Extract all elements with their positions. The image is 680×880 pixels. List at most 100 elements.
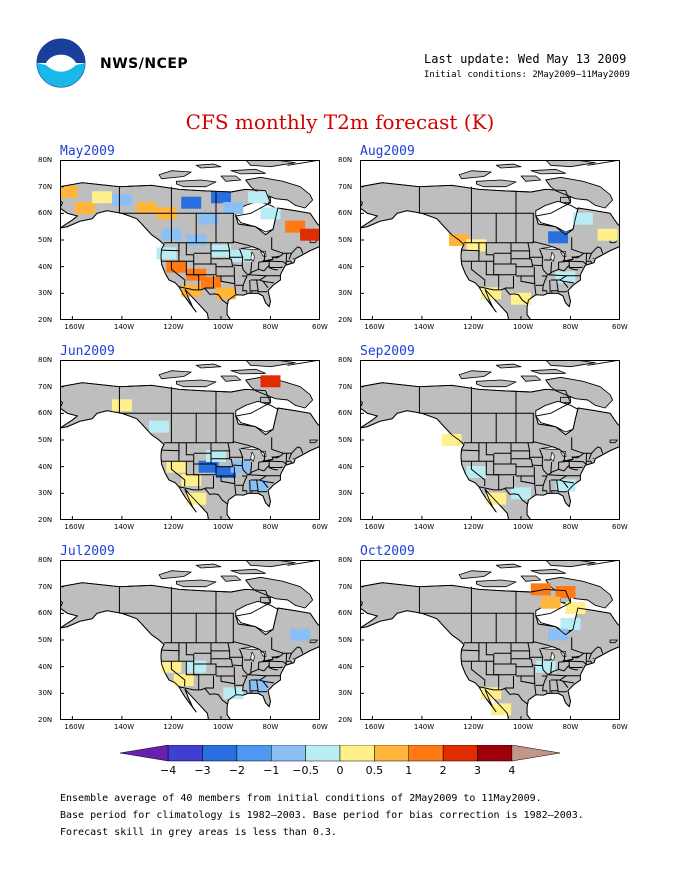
land-island	[495, 163, 522, 169]
anomaly-cell	[290, 628, 311, 641]
political-border	[527, 242, 531, 252]
political-border	[533, 466, 536, 484]
colorbar-swatch	[339, 745, 375, 762]
land-island	[220, 575, 242, 582]
coastline	[60, 382, 320, 520]
colorbar-swatch	[271, 745, 306, 762]
lat-label: 20N	[38, 516, 53, 524]
lon-label: 80W	[262, 723, 279, 731]
political-border	[511, 650, 531, 660]
political-border	[216, 258, 234, 268]
land-baffin	[545, 376, 614, 409]
anomaly-cell	[111, 194, 132, 206]
lat-label: 20N	[38, 716, 53, 724]
political-border	[571, 637, 584, 654]
colorbar-label: 2	[440, 764, 447, 777]
political-border	[586, 660, 593, 664]
political-border	[559, 679, 569, 689]
political-border	[539, 448, 544, 458]
political-border	[204, 476, 214, 489]
political-border	[249, 479, 251, 493]
political-border	[511, 450, 531, 460]
political-border	[547, 274, 581, 277]
political-border	[478, 286, 529, 305]
anomaly-cell	[223, 687, 244, 700]
political-border	[550, 675, 567, 681]
political-border	[559, 279, 569, 289]
political-border	[268, 467, 278, 471]
map-jul2009	[60, 560, 320, 720]
political-border	[588, 253, 592, 260]
lon-label: 100W	[512, 723, 534, 731]
political-border	[268, 267, 278, 271]
lat-label: 30N	[338, 489, 353, 498]
political-border	[250, 262, 260, 274]
political-border	[542, 275, 548, 293]
lat-label: 20N	[338, 316, 353, 324]
political-border	[464, 240, 604, 263]
great-lake	[250, 251, 255, 262]
political-border	[257, 690, 268, 693]
political-border	[516, 658, 534, 668]
political-border	[562, 280, 574, 284]
land-island	[520, 575, 542, 582]
political-border	[164, 240, 304, 263]
lat-label: 70N	[338, 582, 353, 591]
political-border	[549, 279, 551, 293]
lon-label: 80W	[562, 323, 579, 331]
political-border	[247, 274, 281, 277]
anomaly-cell	[60, 186, 78, 198]
land-island	[176, 179, 217, 188]
anomaly-cell	[548, 231, 569, 244]
land-island	[458, 170, 492, 180]
political-border	[251, 279, 259, 293]
lat-label: 50N	[338, 636, 353, 644]
political-border	[259, 679, 269, 689]
land-island	[176, 379, 217, 388]
political-border	[262, 480, 274, 484]
lat-label: 30N	[38, 489, 53, 498]
political-border	[251, 679, 259, 693]
coastline	[60, 582, 320, 720]
political-border	[262, 280, 274, 284]
lat-label: 40N	[38, 262, 53, 271]
lon-label: 120W	[163, 723, 184, 731]
political-border	[520, 676, 537, 695]
political-border	[220, 676, 237, 695]
lat-label: 60N	[338, 409, 353, 418]
map-sep2009	[360, 360, 620, 520]
political-border	[259, 279, 269, 289]
org-name: NWS/NCEP	[100, 56, 189, 72]
land-island	[158, 370, 192, 380]
anomaly-cell	[181, 474, 202, 486]
political-border	[542, 475, 548, 493]
colorbar-swatch	[477, 745, 513, 762]
political-border	[288, 453, 292, 460]
lon-label: 160W	[64, 723, 85, 731]
lon-label: 140W	[113, 723, 135, 731]
political-border	[288, 653, 292, 660]
lat-label: 50N	[38, 236, 53, 244]
political-border	[586, 460, 593, 464]
political-border	[520, 476, 537, 495]
political-border	[204, 276, 214, 289]
land-island	[520, 375, 542, 382]
political-border	[239, 248, 244, 258]
lat-label: 20N	[338, 516, 353, 524]
land-island	[245, 560, 296, 568]
political-border	[216, 658, 234, 668]
political-border	[269, 453, 288, 465]
lat-label: 80N	[338, 556, 353, 564]
anomaly-cell	[166, 260, 187, 273]
map-may2009	[60, 160, 320, 320]
political-border	[229, 256, 244, 267]
lon-label: 140W	[413, 523, 435, 531]
anomaly-cell	[300, 228, 320, 241]
anomaly-cell	[230, 460, 251, 473]
anomaly-cell	[560, 618, 581, 630]
political-border	[178, 486, 229, 505]
lon-label: 100W	[512, 523, 534, 531]
land-island	[609, 439, 618, 444]
lat-label: 40N	[338, 662, 353, 671]
anomaly-cell	[555, 586, 576, 598]
